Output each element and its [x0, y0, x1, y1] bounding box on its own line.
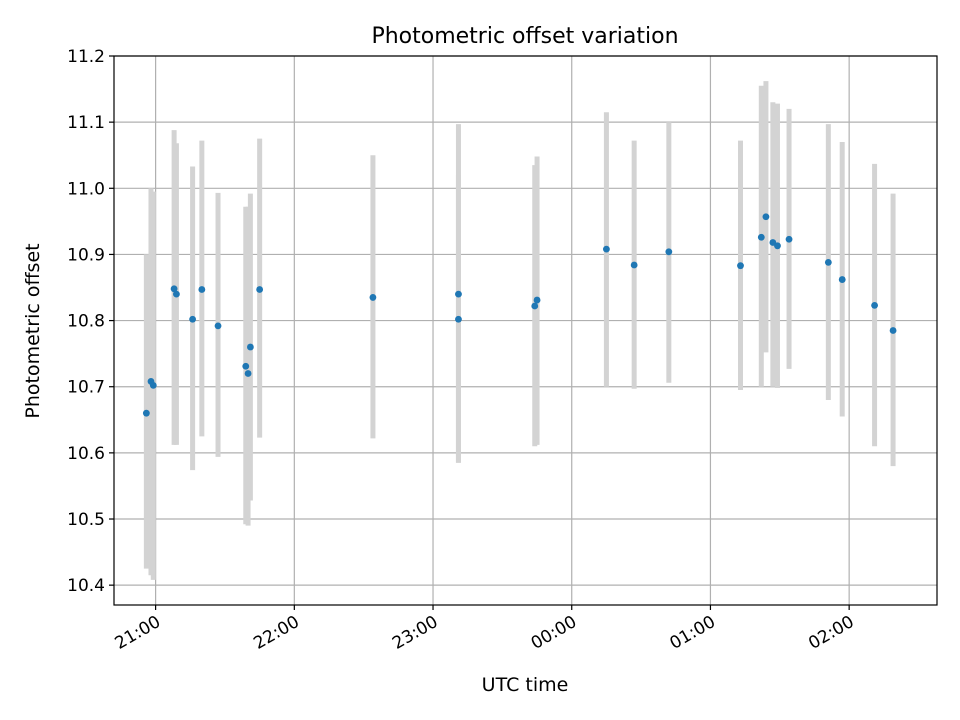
plot-frame: [113, 55, 938, 606]
data-point: [214, 322, 222, 330]
x-tick-label: 22:00: [250, 612, 302, 654]
y-tick-label: 10.9: [67, 245, 105, 265]
data-point: [824, 258, 832, 266]
y-tick-label: 10.8: [67, 312, 105, 332]
data-point: [242, 362, 250, 370]
data-point: [838, 276, 846, 283]
data-point: [737, 262, 744, 270]
x-tick-label: 02:00: [805, 612, 857, 654]
data-point: [785, 235, 793, 243]
y-tick-label: 11.2: [67, 47, 105, 67]
x-tick-label: 01:00: [667, 612, 719, 654]
data-point: [889, 327, 897, 334]
data-point: [170, 285, 178, 293]
data-point: [871, 301, 878, 309]
x-axis: 21:00 22:00 23:00 00:00 01:00 02:00: [112, 605, 858, 654]
data-point: [189, 315, 197, 323]
data-point: [369, 294, 377, 301]
data-point: [757, 233, 765, 241]
x-tick-label: 00:00: [528, 612, 580, 654]
data-point: [455, 290, 462, 298]
x-tick-label: 23:00: [389, 612, 441, 654]
data-point: [665, 248, 673, 256]
data-point: [173, 290, 180, 298]
data-point: [256, 286, 264, 293]
data-point: [198, 286, 206, 293]
grid: [114, 55, 937, 605]
y-axis: 10.4 10.5 10.6 10.7 10.8 10.9 11.0 11.1 11.2: [67, 47, 114, 596]
data-point: [531, 302, 539, 310]
y-tick-label: 10.6: [67, 444, 105, 464]
data-points: [142, 213, 897, 417]
data-point: [533, 296, 541, 304]
data-point: [774, 242, 781, 250]
y-tick-label: 10.7: [67, 378, 105, 398]
y-tick-label: 11.0: [67, 179, 105, 199]
x-tick-label: 21:00: [112, 612, 164, 654]
data-point: [630, 261, 638, 269]
x-axis-label: UTC time: [482, 674, 569, 696]
data-point: [455, 315, 462, 323]
y-tick-label: 10.5: [67, 510, 105, 530]
chart-title: Photometric offset variation: [371, 24, 678, 49]
data-point: [149, 382, 157, 389]
y-tick-label: 10.4: [67, 576, 105, 596]
data-point: [142, 409, 150, 417]
y-axis-label: Photometric offset: [22, 243, 44, 418]
error-bars: [143, 81, 896, 580]
data-point: [762, 213, 770, 221]
data-point: [603, 245, 610, 253]
data-point: [244, 370, 252, 377]
data-point: [246, 343, 254, 351]
y-tick-label: 11.1: [67, 113, 105, 133]
